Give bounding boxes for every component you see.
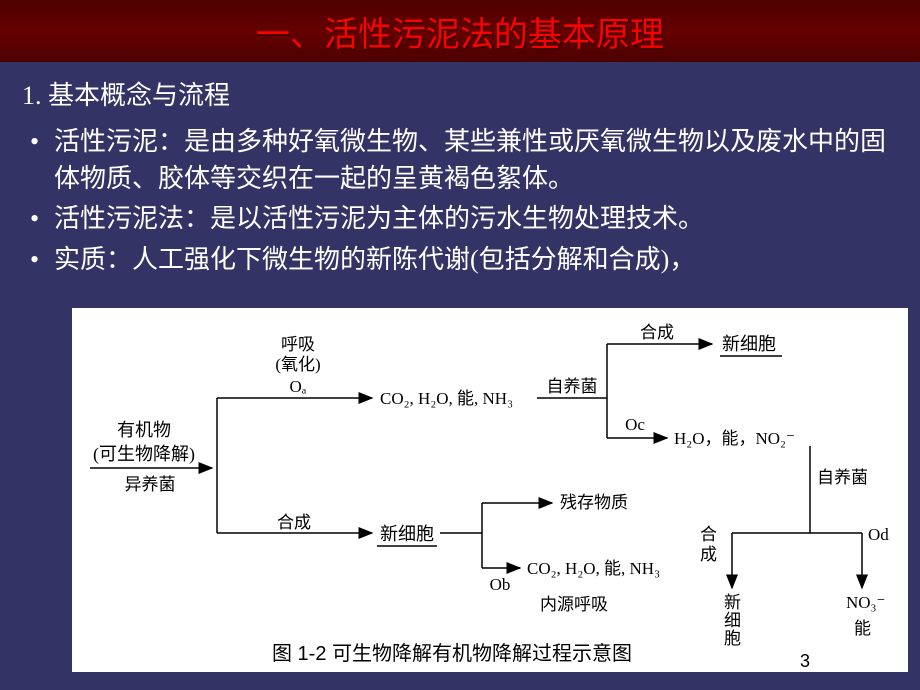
node-organic: 有机物	[117, 420, 171, 440]
bullet-item: 实质：人工强化下微生物的新陈代谢(包括分解和合成)，	[22, 242, 898, 278]
node-hetero: 异养菌	[125, 475, 176, 494]
node-newcell-r1: 新	[724, 593, 741, 612]
node-newcell-r3: 胞	[724, 629, 741, 648]
content-area: 1. 基本概念与流程 活性污泥：是由多种好氧微生物、某些兼性或厌氧微生物以及废水…	[0, 62, 920, 278]
bullet-item: 活性污泥法：是以活性污泥为主体的污水生物处理技术。	[22, 201, 898, 237]
node-residue: 残存物质	[560, 493, 628, 512]
node-products1: CO₂, H₂O, 能, NH₃	[380, 389, 513, 408]
page-number: 3	[800, 651, 810, 672]
bullet-item: 活性污泥：是由多种好氧微生物、某些兼性或厌氧微生物以及废水中的固体物质、胶体等交…	[22, 124, 898, 197]
node-products3: CO₂, H₂O, 能, NH₃	[527, 559, 660, 578]
node-organic2: (可生物降解)	[93, 444, 195, 465]
node-Oc: Oc	[625, 415, 645, 434]
node-synth-r3: 成	[700, 545, 717, 564]
node-oxidation: (氧化)	[275, 355, 320, 374]
node-NO3: NO₃⁻	[846, 593, 885, 612]
slide-title: 一、活性污泥法的基本原理	[256, 7, 664, 56]
section-heading: 1. 基本概念与流程	[22, 78, 898, 114]
node-Od: Od	[868, 525, 889, 544]
title-bar: 一、活性污泥法的基本原理	[0, 0, 920, 62]
flowchart-svg: 有机物 (可生物降解) 异养菌 呼吸 (氧化) Oₐ CO₂, H₂O, 能, …	[72, 308, 908, 672]
node-newcell-r2: 细	[724, 611, 741, 630]
bullet-list: 活性污泥：是由多种好氧微生物、某些兼性或厌氧微生物以及废水中的固体物质、胶体等交…	[22, 124, 898, 278]
diagram-figure: 有机物 (可生物降解) 异养菌 呼吸 (氧化) Oₐ CO₂, H₂O, 能, …	[72, 308, 908, 672]
node-autotrophic: 自养菌	[547, 377, 598, 396]
node-synth-r2: 合	[700, 525, 717, 544]
node-synth1: 合成	[277, 513, 311, 532]
node-synth-top: 合成	[640, 323, 674, 342]
node-Ob: Ob	[490, 575, 511, 594]
node-endo: 内源呼吸	[540, 595, 608, 614]
node-respiration: 呼吸	[281, 335, 315, 354]
node-newcell-mid: 新细胞	[380, 524, 434, 544]
node-Oa: Oₐ	[290, 377, 307, 396]
node-auto2: 自养菌	[817, 468, 868, 487]
figure-caption: 图 1-2 可生物降解有机物降解过程示意图	[272, 642, 632, 665]
node-energy: 能	[854, 619, 871, 638]
node-newcell-top: 新细胞	[722, 334, 776, 354]
node-products2: H₂O，能，NO₂⁻	[674, 429, 795, 448]
